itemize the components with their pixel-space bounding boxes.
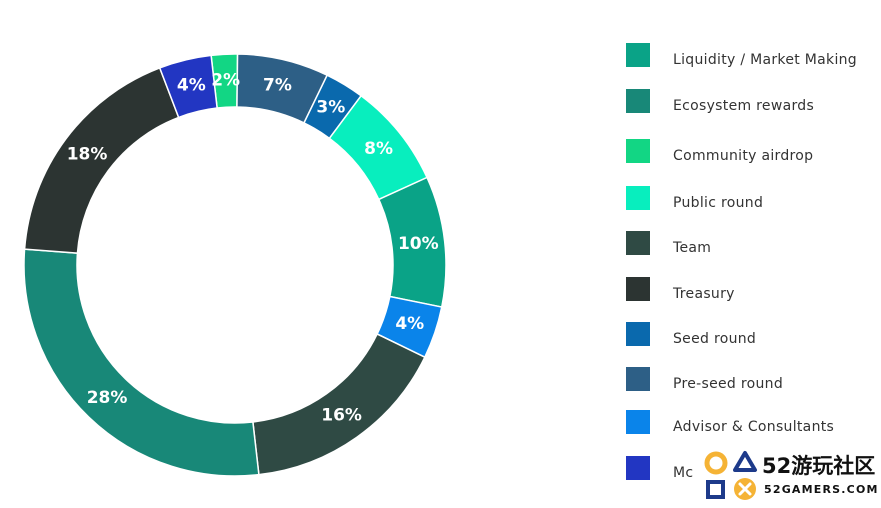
donut-slices [23,53,447,477]
slice-label-3: 8% [364,139,393,159]
donut-slice-6 [252,333,426,476]
watermark-text: 52游玩社区 [762,454,876,478]
legend-label: Advisor & Consultants [673,419,835,435]
watermark-logo: 52游玩社区 52GAMERS.COM [702,450,877,502]
donut-chart: 2% 7% 3% 8% 10% 4% 16% 28% 18% 4% [23,53,447,477]
legend-label: Ecosystem rewards [673,98,815,114]
slice-label-1: 7% [263,75,292,95]
donut-slice-9 [158,54,218,119]
legend-label: Community airdrop [673,148,814,164]
legend-label: Team [673,240,712,256]
legend-label: Mc [673,465,694,481]
slice-label-9: 4% [177,76,206,96]
legend-swatch [626,43,650,67]
legend-swatch [626,367,650,391]
legend-swatch [626,322,650,346]
legend-label: Treasury [673,286,735,302]
legend-swatch [626,89,650,113]
legend-swatch [626,410,650,434]
legend-label: Public round [673,195,764,211]
slice-label-4: 10% [398,234,439,254]
slice-label-8: 18% [67,145,108,165]
slice-label-6: 16% [321,406,362,426]
donut-slice-7 [23,248,260,477]
gamepad-symbols-icon [704,451,757,500]
slice-label-2: 3% [316,97,345,117]
legend-swatch [626,231,650,255]
watermark-subtext: 52GAMERS.COM [764,483,879,496]
slice-label-7: 28% [87,388,128,408]
legend-label: Pre-seed round [673,376,784,392]
legend-swatch [626,277,650,301]
legend-label: Liquidity / Market Making [673,52,857,68]
legend-label: Seed round [673,331,757,347]
legend-swatch [626,456,650,480]
donut-slice-labels: 2% 7% 3% 8% 10% 4% 16% 28% 18% 4% [67,71,439,426]
legend-swatch [626,139,650,163]
legend-swatch [626,186,650,210]
slice-label-5: 4% [395,314,424,334]
slice-label-0: 2% [211,71,240,91]
